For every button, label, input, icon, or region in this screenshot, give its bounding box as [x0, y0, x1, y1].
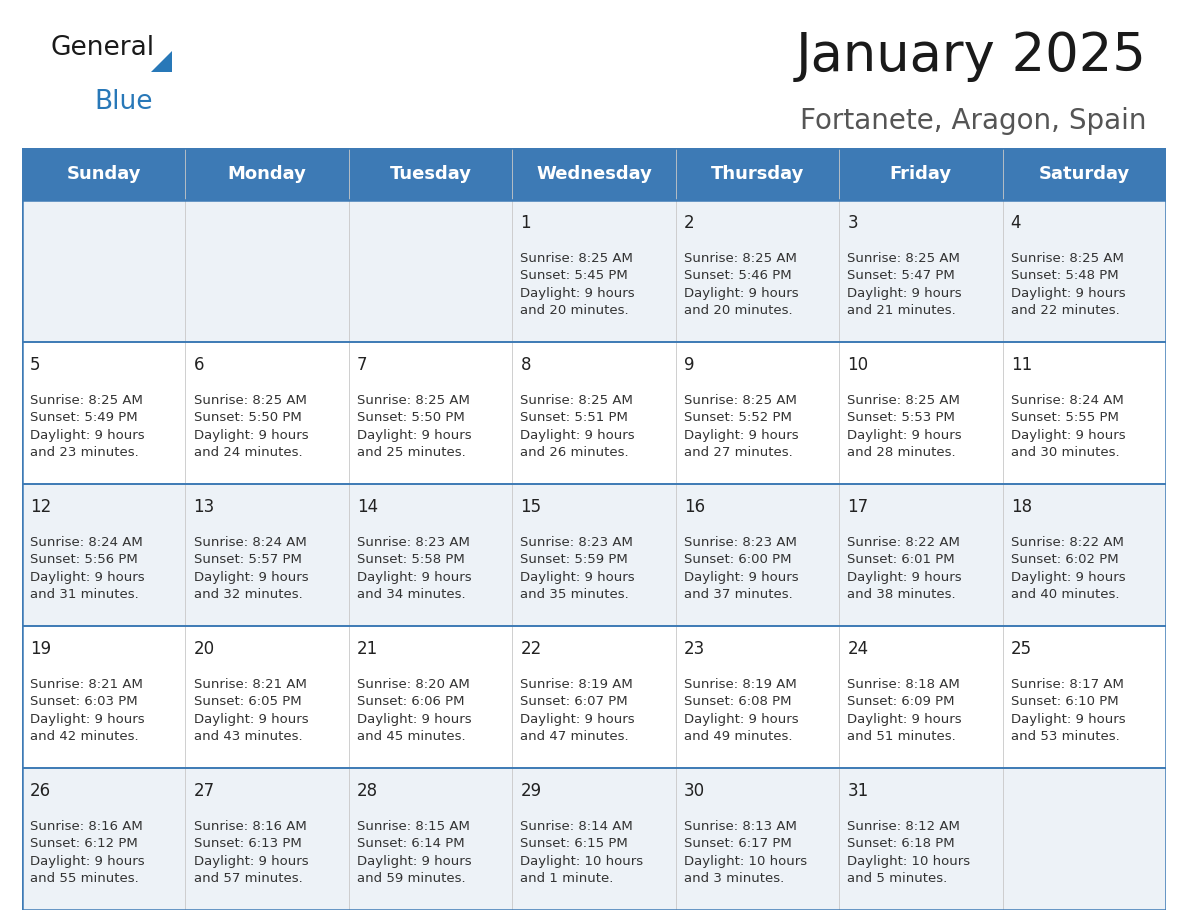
Text: Sunrise: 8:22 AM
Sunset: 6:01 PM
Daylight: 9 hours
and 38 minutes.: Sunrise: 8:22 AM Sunset: 6:01 PM Dayligh…	[847, 536, 962, 601]
Text: General: General	[51, 35, 154, 62]
Text: 6: 6	[194, 355, 204, 374]
Text: 21: 21	[358, 640, 378, 657]
Text: 25: 25	[1011, 640, 1032, 657]
Text: Sunrise: 8:21 AM
Sunset: 6:05 PM
Daylight: 9 hours
and 43 minutes.: Sunrise: 8:21 AM Sunset: 6:05 PM Dayligh…	[194, 677, 308, 744]
Bar	[23, 148, 1165, 200]
Text: Sunrise: 8:25 AM
Sunset: 5:47 PM
Daylight: 9 hours
and 21 minutes.: Sunrise: 8:25 AM Sunset: 5:47 PM Dayligh…	[847, 252, 962, 317]
Text: 22: 22	[520, 640, 542, 657]
Text: Sunrise: 8:19 AM
Sunset: 6:08 PM
Daylight: 9 hours
and 49 minutes.: Sunrise: 8:19 AM Sunset: 6:08 PM Dayligh…	[684, 677, 798, 744]
Text: Friday: Friday	[890, 165, 952, 183]
Text: 5: 5	[30, 355, 40, 374]
Bar	[23, 341, 1165, 484]
Text: 19: 19	[30, 640, 51, 657]
Text: 27: 27	[194, 782, 215, 800]
Bar	[23, 626, 1165, 768]
Text: Blue: Blue	[94, 89, 152, 115]
Text: Sunrise: 8:25 AM
Sunset: 5:49 PM
Daylight: 9 hours
and 23 minutes.: Sunrise: 8:25 AM Sunset: 5:49 PM Dayligh…	[30, 394, 145, 459]
Text: Sunrise: 8:25 AM
Sunset: 5:53 PM
Daylight: 9 hours
and 28 minutes.: Sunrise: 8:25 AM Sunset: 5:53 PM Dayligh…	[847, 394, 962, 459]
Text: Wednesday: Wednesday	[536, 165, 652, 183]
Text: Sunrise: 8:25 AM
Sunset: 5:51 PM
Daylight: 9 hours
and 26 minutes.: Sunrise: 8:25 AM Sunset: 5:51 PM Dayligh…	[520, 394, 636, 459]
Text: Sunrise: 8:16 AM
Sunset: 6:13 PM
Daylight: 9 hours
and 57 minutes.: Sunrise: 8:16 AM Sunset: 6:13 PM Dayligh…	[194, 820, 308, 885]
Text: Sunrise: 8:18 AM
Sunset: 6:09 PM
Daylight: 9 hours
and 51 minutes.: Sunrise: 8:18 AM Sunset: 6:09 PM Dayligh…	[847, 677, 962, 744]
Text: 23: 23	[684, 640, 706, 657]
Text: 4: 4	[1011, 214, 1022, 231]
Text: 13: 13	[194, 498, 215, 516]
Text: 20: 20	[194, 640, 215, 657]
Text: 28: 28	[358, 782, 378, 800]
Text: Sunrise: 8:23 AM
Sunset: 5:58 PM
Daylight: 9 hours
and 34 minutes.: Sunrise: 8:23 AM Sunset: 5:58 PM Dayligh…	[358, 536, 472, 601]
Text: Sunrise: 8:25 AM
Sunset: 5:46 PM
Daylight: 9 hours
and 20 minutes.: Sunrise: 8:25 AM Sunset: 5:46 PM Dayligh…	[684, 252, 798, 317]
Text: 26: 26	[30, 782, 51, 800]
Text: Sunrise: 8:24 AM
Sunset: 5:55 PM
Daylight: 9 hours
and 30 minutes.: Sunrise: 8:24 AM Sunset: 5:55 PM Dayligh…	[1011, 394, 1125, 459]
Text: Sunrise: 8:25 AM
Sunset: 5:48 PM
Daylight: 9 hours
and 22 minutes.: Sunrise: 8:25 AM Sunset: 5:48 PM Dayligh…	[1011, 252, 1125, 317]
Text: 8: 8	[520, 355, 531, 374]
Bar	[23, 484, 1165, 626]
Text: 7: 7	[358, 355, 367, 374]
Text: Sunrise: 8:22 AM
Sunset: 6:02 PM
Daylight: 9 hours
and 40 minutes.: Sunrise: 8:22 AM Sunset: 6:02 PM Dayligh…	[1011, 536, 1125, 601]
Text: Sunrise: 8:15 AM
Sunset: 6:14 PM
Daylight: 9 hours
and 59 minutes.: Sunrise: 8:15 AM Sunset: 6:14 PM Dayligh…	[358, 820, 472, 885]
Text: Sunrise: 8:23 AM
Sunset: 6:00 PM
Daylight: 9 hours
and 37 minutes.: Sunrise: 8:23 AM Sunset: 6:00 PM Dayligh…	[684, 536, 798, 601]
Bar	[23, 768, 1165, 910]
Bar	[23, 200, 1165, 341]
Text: Sunrise: 8:21 AM
Sunset: 6:03 PM
Daylight: 9 hours
and 42 minutes.: Sunrise: 8:21 AM Sunset: 6:03 PM Dayligh…	[30, 677, 145, 744]
Text: Sunrise: 8:25 AM
Sunset: 5:50 PM
Daylight: 9 hours
and 25 minutes.: Sunrise: 8:25 AM Sunset: 5:50 PM Dayligh…	[358, 394, 472, 459]
Text: January 2025: January 2025	[796, 30, 1146, 83]
Text: Sunrise: 8:24 AM
Sunset: 5:57 PM
Daylight: 9 hours
and 32 minutes.: Sunrise: 8:24 AM Sunset: 5:57 PM Dayligh…	[194, 536, 308, 601]
Text: Tuesday: Tuesday	[390, 165, 472, 183]
Text: Sunrise: 8:24 AM
Sunset: 5:56 PM
Daylight: 9 hours
and 31 minutes.: Sunrise: 8:24 AM Sunset: 5:56 PM Dayligh…	[30, 536, 145, 601]
Text: 1: 1	[520, 214, 531, 231]
Text: 10: 10	[847, 355, 868, 374]
Text: 29: 29	[520, 782, 542, 800]
Text: 17: 17	[847, 498, 868, 516]
Text: Sunrise: 8:14 AM
Sunset: 6:15 PM
Daylight: 10 hours
and 1 minute.: Sunrise: 8:14 AM Sunset: 6:15 PM Dayligh…	[520, 820, 644, 885]
Text: Sunrise: 8:23 AM
Sunset: 5:59 PM
Daylight: 9 hours
and 35 minutes.: Sunrise: 8:23 AM Sunset: 5:59 PM Dayligh…	[520, 536, 636, 601]
Text: Saturday: Saturday	[1038, 165, 1130, 183]
Text: Monday: Monday	[228, 165, 307, 183]
Text: 2: 2	[684, 214, 695, 231]
Text: 9: 9	[684, 355, 694, 374]
Text: 16: 16	[684, 498, 704, 516]
Text: Sunrise: 8:20 AM
Sunset: 6:06 PM
Daylight: 9 hours
and 45 minutes.: Sunrise: 8:20 AM Sunset: 6:06 PM Dayligh…	[358, 677, 472, 744]
Text: Thursday: Thursday	[710, 165, 804, 183]
Text: Sunday: Sunday	[67, 165, 141, 183]
Text: Sunrise: 8:25 AM
Sunset: 5:45 PM
Daylight: 9 hours
and 20 minutes.: Sunrise: 8:25 AM Sunset: 5:45 PM Dayligh…	[520, 252, 636, 317]
Text: 14: 14	[358, 498, 378, 516]
Text: 31: 31	[847, 782, 868, 800]
Text: Sunrise: 8:12 AM
Sunset: 6:18 PM
Daylight: 10 hours
and 5 minutes.: Sunrise: 8:12 AM Sunset: 6:18 PM Dayligh…	[847, 820, 971, 885]
Text: Fortanete, Aragon, Spain: Fortanete, Aragon, Spain	[800, 107, 1146, 135]
Text: 15: 15	[520, 498, 542, 516]
Text: Sunrise: 8:19 AM
Sunset: 6:07 PM
Daylight: 9 hours
and 47 minutes.: Sunrise: 8:19 AM Sunset: 6:07 PM Dayligh…	[520, 677, 636, 744]
Text: 24: 24	[847, 640, 868, 657]
Text: Sunrise: 8:25 AM
Sunset: 5:50 PM
Daylight: 9 hours
and 24 minutes.: Sunrise: 8:25 AM Sunset: 5:50 PM Dayligh…	[194, 394, 308, 459]
Text: Sunrise: 8:13 AM
Sunset: 6:17 PM
Daylight: 10 hours
and 3 minutes.: Sunrise: 8:13 AM Sunset: 6:17 PM Dayligh…	[684, 820, 807, 885]
Text: 3: 3	[847, 214, 858, 231]
Text: 30: 30	[684, 782, 704, 800]
Text: 18: 18	[1011, 498, 1032, 516]
Text: 11: 11	[1011, 355, 1032, 374]
Text: Sunrise: 8:16 AM
Sunset: 6:12 PM
Daylight: 9 hours
and 55 minutes.: Sunrise: 8:16 AM Sunset: 6:12 PM Dayligh…	[30, 820, 145, 885]
Text: 12: 12	[30, 498, 51, 516]
Text: Sunrise: 8:17 AM
Sunset: 6:10 PM
Daylight: 9 hours
and 53 minutes.: Sunrise: 8:17 AM Sunset: 6:10 PM Dayligh…	[1011, 677, 1125, 744]
Polygon shape	[151, 50, 172, 72]
Text: Sunrise: 8:25 AM
Sunset: 5:52 PM
Daylight: 9 hours
and 27 minutes.: Sunrise: 8:25 AM Sunset: 5:52 PM Dayligh…	[684, 394, 798, 459]
